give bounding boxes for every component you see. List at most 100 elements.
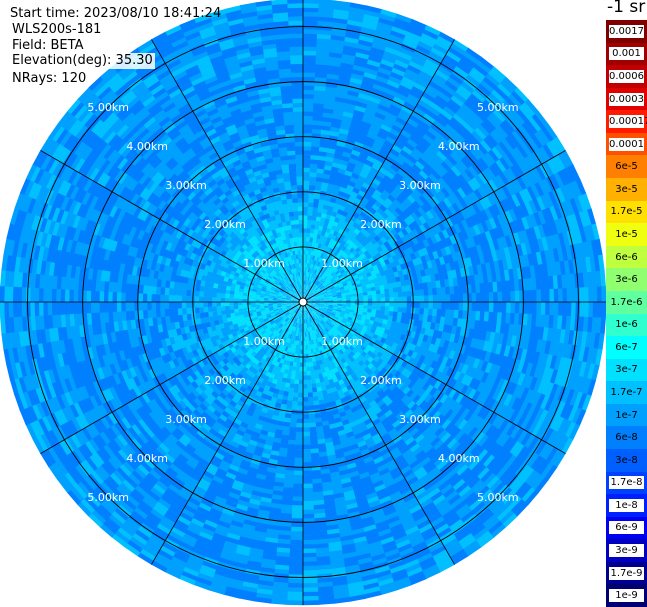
range-bin-cell (447, 253, 454, 264)
range-bin-cell (427, 288, 433, 296)
range-bin-cell (350, 293, 355, 298)
range-bin-cell (540, 289, 546, 303)
range-bin-cell (371, 309, 377, 314)
range-bin-cell (595, 270, 602, 288)
range-bin-cell (373, 228, 381, 236)
range-bin-cell (471, 177, 482, 190)
range-bin-cell (508, 113, 523, 129)
range-bin-cell (302, 427, 310, 433)
range-bin-cell (392, 96, 406, 106)
range-bin-cell (360, 281, 366, 287)
range-bin-cell (492, 203, 502, 217)
range-bin-cell (512, 178, 524, 193)
range-bin-cell (383, 174, 393, 184)
range-bin-cell (537, 210, 547, 225)
range-bin-cell (330, 287, 336, 292)
range-bin-cell (397, 230, 405, 239)
range-bin-cell (344, 102, 357, 110)
range-bin-cell (422, 150, 434, 161)
range-bin-cell (315, 220, 321, 226)
range-bin-cell (304, 275, 306, 281)
range-bin-cell (574, 316, 580, 332)
range-bin-cell (600, 317, 606, 335)
range-bin-cell (303, 271, 305, 277)
range-bin-cell (356, 96, 369, 105)
range-bin-cell (397, 286, 403, 293)
range-bin-cell (351, 172, 360, 180)
range-bin-cell (381, 211, 390, 220)
range-bin-cell (549, 234, 558, 250)
range-bin-cell (289, 544, 303, 549)
range-bin-cell (321, 249, 327, 255)
range-bin-cell (320, 230, 326, 237)
range-bin-cell (583, 225, 592, 243)
range-bin-cell (314, 72, 328, 79)
range-bin-cell (348, 195, 357, 202)
range-bin-cell (520, 158, 533, 173)
range-bin-cell (315, 55, 330, 61)
range-bin-cell (465, 227, 474, 239)
range-bin-cell (548, 275, 554, 290)
range-bin-cell (512, 206, 522, 221)
range-bin-cell (366, 155, 377, 164)
range-bin-cell (484, 230, 493, 243)
range-bin-cell (420, 116, 434, 128)
range-bin-cell (313, 89, 326, 96)
range-bin-cell (345, 32, 361, 40)
range-bin-cell (435, 116, 448, 128)
range-bin-cell (501, 312, 507, 324)
range-bin-cell (427, 308, 433, 316)
range-bin-cell (503, 197, 513, 211)
range-bin-cell (341, 280, 347, 285)
range-bin-cell (394, 92, 408, 102)
range-bin-cell (323, 295, 329, 298)
range-bin-cell (308, 193, 315, 199)
range-bin-cell (441, 174, 452, 186)
range-bin-cell (307, 276, 310, 282)
range-bin-cell (369, 196, 378, 205)
range-bin-cell (413, 176, 423, 186)
range-bin-cell (357, 43, 372, 52)
range-bin-cell (314, 280, 319, 285)
range-bin-cell (328, 303, 334, 306)
range-bin-cell (444, 207, 454, 218)
range-bin-cell (341, 271, 347, 277)
range-bin-cell (511, 193, 521, 208)
range-bin-cell (303, 72, 316, 78)
range-bin-cell (491, 271, 498, 283)
range-bin-cell (441, 219, 450, 230)
range-bin-cell (350, 121, 361, 130)
range-bin-cell (552, 315, 559, 330)
range-bin-cell (516, 176, 528, 191)
range-bin-cell (389, 306, 395, 312)
range-bin-cell (318, 257, 323, 263)
range-bin-cell (303, 42, 318, 47)
range-bin-cell (384, 197, 394, 206)
range-bin-cell (367, 305, 373, 310)
range-bin-cell (453, 223, 462, 234)
range-bin-cell (360, 120, 372, 129)
range-bin-cell (312, 120, 323, 126)
range-bin-cell (535, 251, 543, 266)
range-bin-cell (395, 116, 408, 126)
range-bin-cell (303, 267, 305, 272)
range-bin-cell (315, 297, 321, 300)
range-bin-cell (365, 63, 380, 72)
range-bin-cell (390, 163, 401, 173)
range-bin-cell (355, 179, 365, 187)
range-bin-cell (342, 258, 349, 265)
range-bin-cell (327, 292, 333, 296)
range-bin-cell (468, 215, 478, 227)
range-bin-cell (436, 202, 445, 213)
range-bin-cell (434, 233, 442, 243)
range-bin-cell (321, 280, 326, 285)
range-bin-cell (294, 453, 303, 459)
range-bin-cell (477, 186, 488, 199)
range-bin-cell (302, 578, 318, 584)
range-bin-cell (459, 249, 467, 260)
range-bin-cell (540, 302, 546, 316)
range-bin-cell (385, 42, 402, 52)
range-bin-cell (561, 274, 567, 289)
range-bin-cell (310, 154, 319, 160)
range-bin-cell (331, 259, 336, 266)
